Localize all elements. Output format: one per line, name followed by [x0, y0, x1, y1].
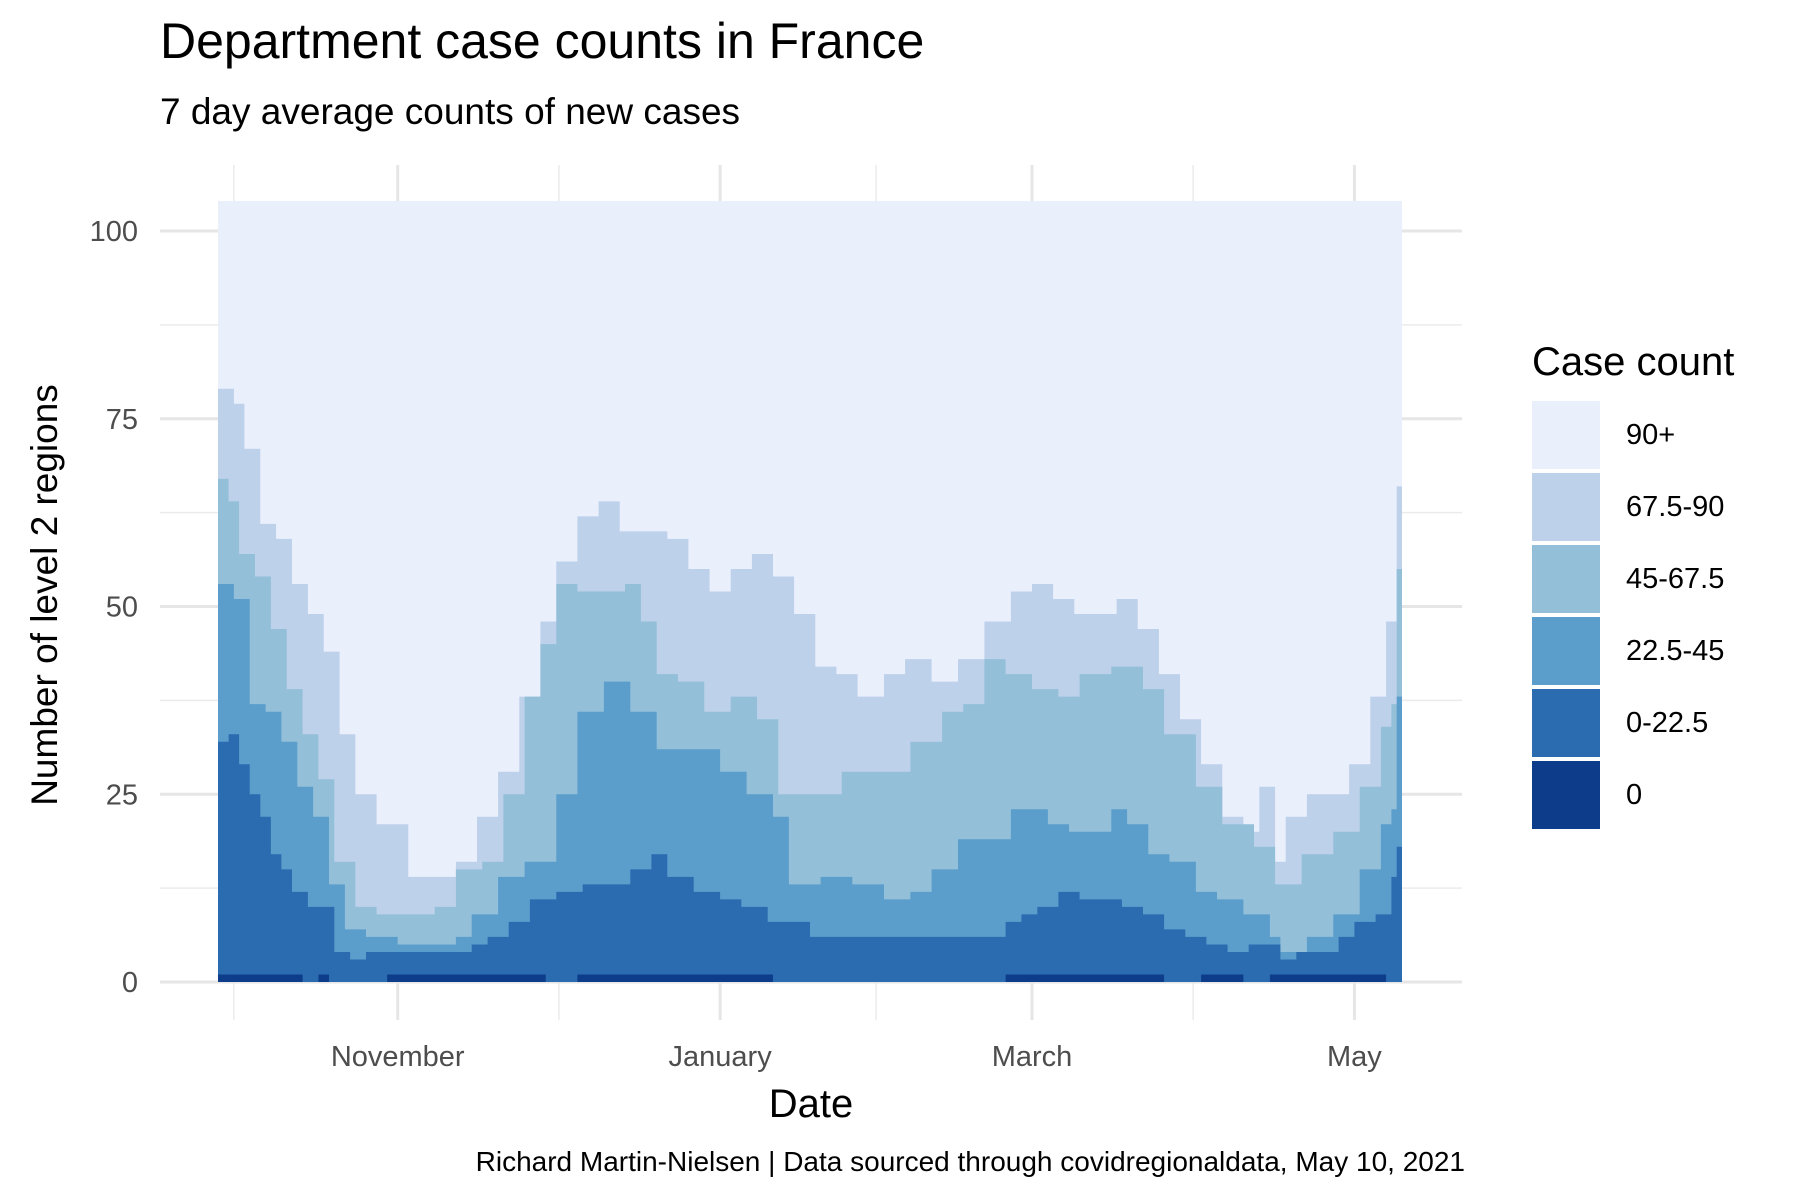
y-tick-label: 25 [106, 779, 138, 811]
stacked-areas [218, 201, 1402, 982]
legend-swatch [1532, 689, 1600, 757]
x-tick-label: January [669, 1041, 773, 1073]
legend-label: 0-22.5 [1626, 706, 1709, 739]
area-22-5-45 [218, 569, 1402, 982]
y-tick-label: 0 [122, 967, 138, 999]
legend-item: 0 [1532, 759, 1734, 831]
legend-swatch [1532, 761, 1600, 829]
legend-label: 90+ [1626, 418, 1676, 451]
legend: Case count 90+ 67.5-90 45-67.5 22.5-45 0-22.… [1532, 340, 1734, 831]
y-tick-label: 75 [106, 404, 138, 436]
y-tick-label: 100 [90, 216, 138, 248]
legend-swatch [1532, 401, 1600, 469]
legend-label: 22.5-45 [1626, 634, 1725, 667]
tick-labels: 0 25 50 75 100 November January March May [90, 216, 1383, 1073]
legend-label: 67.5-90 [1626, 490, 1725, 523]
x-tick-label: May [1327, 1041, 1382, 1073]
area-0-22-5 [218, 734, 1402, 982]
x-tick-label: March [992, 1041, 1073, 1073]
x-tick-label: November [331, 1041, 465, 1073]
legend-swatch [1532, 617, 1600, 685]
chart-subtitle: 7 day average counts of new cases [160, 91, 741, 132]
legend-item: 45-67.5 [1532, 543, 1734, 615]
legend-label: 0 [1626, 778, 1643, 811]
legend-items: 90+ 67.5-90 45-67.5 22.5-45 0-22.5 0 [1532, 399, 1734, 831]
legend-item: 90+ [1532, 399, 1734, 471]
legend-item: 22.5-45 [1532, 615, 1734, 687]
x-axis-label: Date [768, 1082, 854, 1126]
chart-title: Department case counts in France [160, 13, 925, 69]
legend-swatch [1532, 473, 1600, 541]
legend-title: Case count [1532, 340, 1735, 384]
legend-label: 45-67.5 [1626, 562, 1725, 595]
area-0 [218, 974, 1402, 982]
chart-caption: Richard Martin-Nielsen | Data sourced th… [475, 1146, 1465, 1177]
y-tick-label: 50 [106, 592, 138, 624]
legend-item: 0-22.5 [1532, 687, 1734, 759]
legend-swatch [1532, 545, 1600, 613]
legend-item: 67.5-90 [1532, 471, 1734, 543]
